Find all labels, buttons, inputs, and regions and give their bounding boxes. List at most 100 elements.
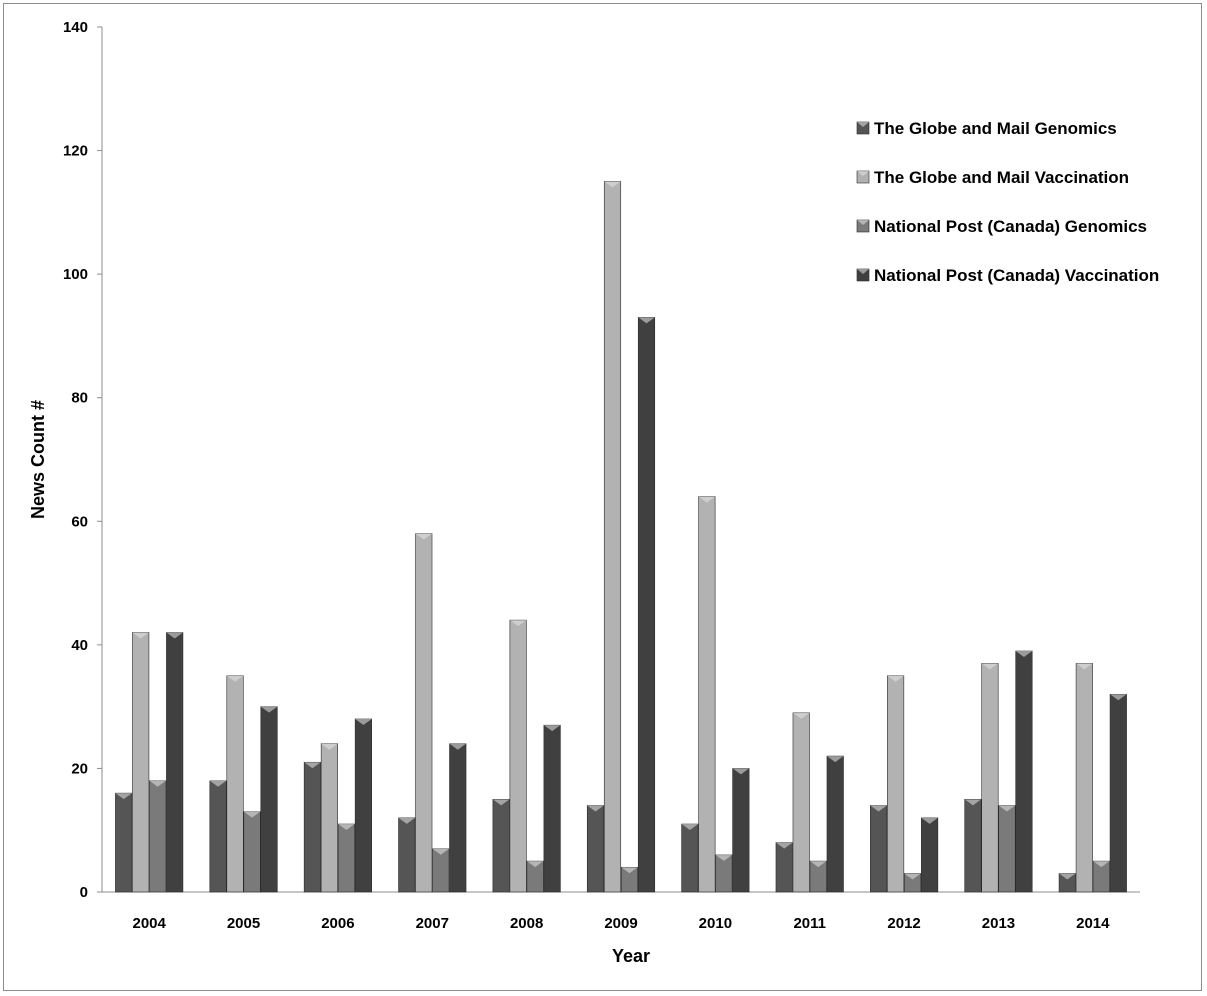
bar-cap <box>492 799 510 806</box>
bar-cap <box>1093 861 1110 868</box>
x-tick-label: 2005 <box>227 915 260 932</box>
bar-cap <box>1110 694 1127 701</box>
bar-cap <box>904 873 921 880</box>
legend-swatch-cap <box>857 220 869 225</box>
bar-cap <box>604 181 621 188</box>
bar-cap <box>338 824 355 831</box>
x-tick-label: 2007 <box>416 915 449 932</box>
bar <box>132 632 150 893</box>
bar <box>492 799 510 893</box>
bar <box>509 619 527 893</box>
bar <box>543 724 561 893</box>
bar <box>115 792 133 893</box>
legend-label: National Post (Canada) Genomics <box>874 217 1147 236</box>
x-tick-label: 2013 <box>982 915 1015 932</box>
bar-cap <box>509 620 527 627</box>
bar <box>775 842 793 893</box>
bars <box>115 181 1127 893</box>
bar <box>826 755 844 893</box>
y-tick-label: 140 <box>63 19 88 36</box>
bar <box>870 805 888 893</box>
legend-label: The Globe and Mail Genomics <box>874 119 1117 138</box>
bar-cap <box>243 811 261 818</box>
bar <box>337 823 355 893</box>
bar-cap <box>226 675 244 682</box>
y-tick-label: 60 <box>71 513 88 530</box>
bar-cap <box>921 817 938 824</box>
bar-cap <box>149 780 166 787</box>
bar-cap <box>166 632 183 639</box>
bar-cap <box>415 533 433 540</box>
bar <box>887 675 905 893</box>
bar <box>637 317 656 893</box>
bar-cap <box>715 854 733 861</box>
bar <box>320 743 338 893</box>
bar-cap <box>304 762 321 769</box>
bar <box>398 817 416 893</box>
bar-cap <box>449 743 467 750</box>
bar <box>603 181 622 893</box>
x-tick-label: 2004 <box>132 915 166 932</box>
bar-cap <box>775 842 793 849</box>
chart-frame: 0 20 40 60 80 100 120 140 2004 2005 2006 2007 2008 2… <box>3 3 1202 991</box>
bar-cap <box>260 706 278 713</box>
bar-cap <box>115 793 132 800</box>
bar-cap <box>321 743 338 750</box>
y-tick-label: 120 <box>63 143 88 160</box>
bar-cap <box>132 632 149 639</box>
bar <box>243 811 261 893</box>
bar-cap <box>998 805 1016 812</box>
x-tick-label: 2008 <box>510 915 543 932</box>
bar <box>166 632 184 893</box>
y-tick-label: 100 <box>63 266 88 283</box>
bar <box>1015 650 1033 893</box>
bar-cap <box>826 756 844 763</box>
x-tick-label: 2012 <box>887 915 920 932</box>
bar-cap <box>1076 663 1093 670</box>
bar <box>732 768 750 893</box>
legend-swatch-cap <box>857 122 869 127</box>
bar-cap <box>964 799 982 806</box>
bar <box>998 805 1016 893</box>
x-tick-label: 2014 <box>1076 915 1110 932</box>
bar-cap <box>981 663 999 670</box>
bar-cap <box>870 805 887 812</box>
bar <box>432 848 450 893</box>
x-axis-title: Year <box>612 946 650 966</box>
y-tick-label: 20 <box>71 760 88 777</box>
legend: The Globe and Mail Genomics The Globe and… <box>856 119 1159 285</box>
legend-label: National Post (Canada) Vaccination <box>874 266 1159 285</box>
bar <box>415 533 433 893</box>
bar-cap <box>587 805 604 812</box>
bar <box>354 718 372 893</box>
bar <box>209 780 227 893</box>
bar <box>921 817 939 893</box>
bar-cap <box>526 861 544 868</box>
bar <box>1075 663 1093 893</box>
bar-cap <box>698 496 716 503</box>
bar-cap <box>209 780 227 787</box>
y-tick-label: 80 <box>71 390 88 407</box>
bar-cap <box>732 768 750 775</box>
bar-cap <box>809 861 827 868</box>
x-tick-label: 2009 <box>604 915 637 932</box>
bar-cap <box>638 317 655 324</box>
bar <box>149 780 167 893</box>
bar <box>981 663 999 893</box>
legend-label: The Globe and Mail Vaccination <box>874 168 1129 187</box>
y-axis: 0 20 40 60 80 100 120 140 <box>63 19 103 901</box>
x-tick-label: 2006 <box>321 915 354 932</box>
legend-swatch-cap <box>857 269 869 274</box>
bar <box>303 761 321 893</box>
bar <box>586 805 605 893</box>
bar-cap <box>1015 651 1033 658</box>
bar-cap <box>792 712 810 719</box>
x-axis: 2004 2005 2006 2007 2008 2009 2010 2011 2012 2013… <box>102 891 1140 932</box>
y-tick-label: 40 <box>71 637 88 654</box>
bar-cap <box>398 817 416 824</box>
bar <box>698 496 716 893</box>
bar-cap <box>543 725 561 732</box>
bar-cap <box>355 719 372 725</box>
bar <box>681 823 699 893</box>
